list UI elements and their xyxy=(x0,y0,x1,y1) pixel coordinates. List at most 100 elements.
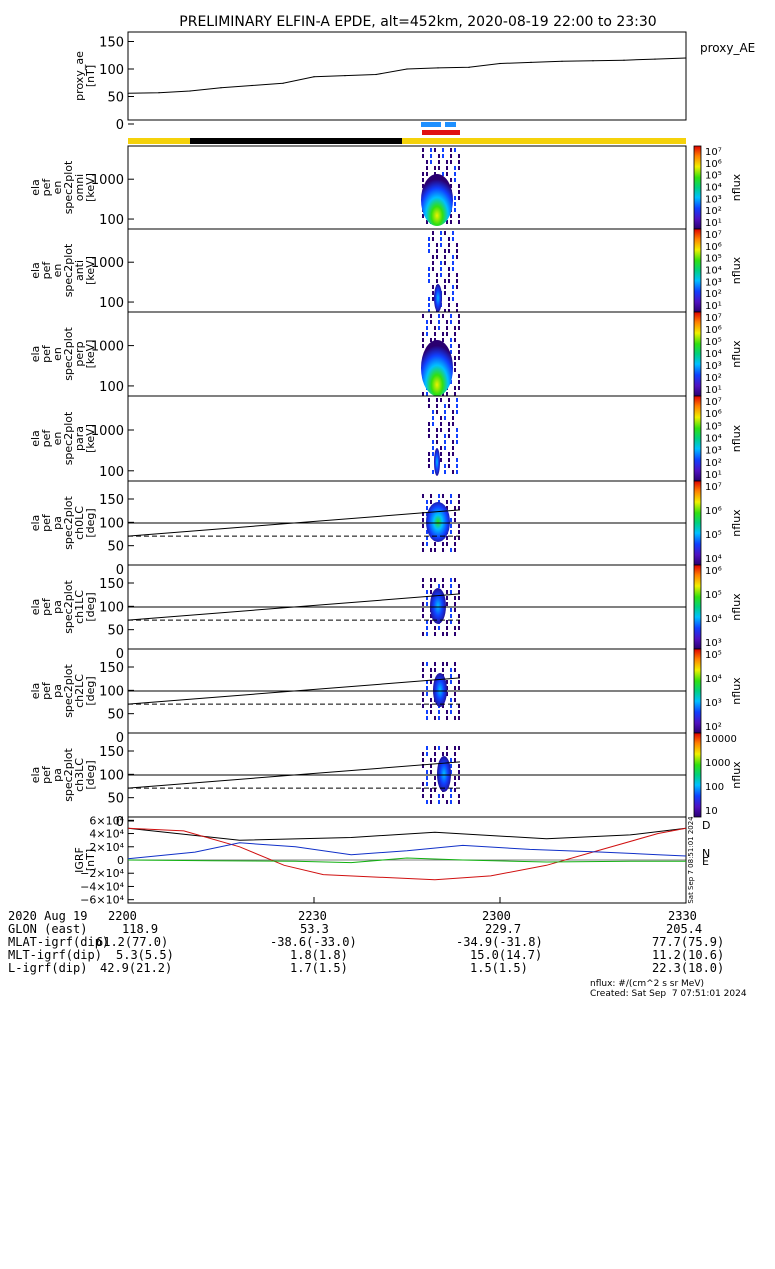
panel-ch0-colorbar-tick-3: 10⁴ xyxy=(705,554,722,565)
panel-para-colorbar-tick-0: 10⁷ xyxy=(705,397,722,408)
panel-ch3-speckle xyxy=(434,782,436,786)
panel-omni-speckle xyxy=(458,196,460,200)
panel-ch1-spectrogram xyxy=(422,578,460,636)
footer-row3-v1: 1.8(1.8) xyxy=(290,948,348,962)
footer-row1-v2: 229.7 xyxy=(485,922,522,936)
panel-omni-speckle xyxy=(422,178,424,182)
ylabel-omni-line-1: pef xyxy=(40,178,53,197)
panel-ch2-speckle xyxy=(446,686,448,690)
igrf-stamp: Sat Sep 7 08:51:01 2024 xyxy=(687,816,695,904)
panel-ch0-speckle xyxy=(446,500,448,504)
panel-ch0-speckle xyxy=(430,500,432,504)
panel-omni-speckle xyxy=(422,154,424,158)
panel-ch0-speckle xyxy=(422,542,424,546)
panel-ch3-ytick-label-2: 50 xyxy=(107,792,124,807)
panel-ch1-speckle xyxy=(450,584,452,588)
panel-omni-speckle xyxy=(422,148,424,152)
panel-ch2-speckle xyxy=(454,662,456,666)
panel-ch1-colorbar-tick-1: 10⁵ xyxy=(705,590,722,601)
panel-ch3-speckle xyxy=(454,782,456,786)
panel-perp-speckle xyxy=(454,386,456,390)
panel-perp-colorbar-strip xyxy=(693,311,702,397)
ylabel-perp-line-5: [keV] xyxy=(84,340,97,369)
panel-ch3-speckle xyxy=(430,770,432,774)
panel-anti-colorbar-tick-4: 10³ xyxy=(705,277,722,288)
panel-ch3-colorbar-strip xyxy=(693,732,702,818)
panel-omni-speckle xyxy=(434,172,436,176)
panel-omni-speckle xyxy=(438,154,440,158)
panel-ch0-speckle xyxy=(426,500,428,504)
panel-para-speckle xyxy=(436,428,438,432)
footer-row3-v2: 15.0(14.7) xyxy=(470,948,543,962)
panel-ch0-ytick-label-1: 100 xyxy=(99,516,124,531)
panel-ch2-speckle xyxy=(446,710,448,714)
panel-ch0-speckle xyxy=(454,536,456,540)
panel-ch3-colorbar-label: nflux xyxy=(730,761,743,789)
panel-ch1-speckle xyxy=(426,602,428,606)
panel-ch0-speckle xyxy=(438,494,440,498)
panel-ch2-speckle xyxy=(426,716,428,720)
panel-anti-speckle xyxy=(436,273,438,277)
panel-omni-speckle xyxy=(458,160,460,164)
ae-point-8 xyxy=(375,73,377,76)
panel-perp-speckle xyxy=(422,344,424,348)
panel-perp-speckle xyxy=(450,350,452,354)
panel-ch1-speckle xyxy=(430,620,432,624)
panel-anti-speckle xyxy=(444,231,446,235)
panel-ch1-speckle xyxy=(434,578,436,582)
panel-anti-speckle xyxy=(456,255,458,259)
panel-ch3-speckle xyxy=(422,782,424,786)
panel-ch0: 150 100 50 0 10⁷ 10⁶ 10⁵ 10⁴ nflux xyxy=(99,480,743,578)
igrf-ytick-label-0: 6×10⁴ xyxy=(89,814,124,827)
ae-ytick-label-2: 50 xyxy=(107,91,124,106)
panel-anti-speckle xyxy=(448,279,450,283)
ylabel-ch3-line-4: ch3LC xyxy=(73,758,86,792)
panel-anti-speckle xyxy=(432,267,434,271)
ylabel-ch3-line-1: pef xyxy=(40,765,53,784)
panel-omni-speckle xyxy=(454,148,456,152)
panel-ch0-ytick-label-3: 0 xyxy=(116,563,124,578)
panel-ch3-speckle xyxy=(458,800,460,804)
panel-ch3-loss-cone-line xyxy=(127,761,461,789)
panel-omni-bg xyxy=(128,146,686,229)
panel-ch3-speckle xyxy=(446,746,448,750)
panel-ch2-colorbar-tick-0: 10⁵ xyxy=(705,650,722,661)
ylabel-perp-line-0: ela xyxy=(29,346,42,363)
footer-row4-v2: 1.5(1.5) xyxy=(470,961,528,975)
ylabel-anti-line-2: en xyxy=(51,264,64,278)
panel-anti-speckle xyxy=(456,249,458,253)
panel-ch1-colorbar-tick-0: 10⁶ xyxy=(705,566,722,577)
panel-ch3-speckle xyxy=(422,764,424,768)
panel-ch3-speckle xyxy=(434,776,436,780)
panel-ch1-ytick-label-0: 150 xyxy=(99,577,124,592)
panel-anti-speckle xyxy=(456,309,458,313)
panel-anti-speckle xyxy=(448,243,450,247)
footer-row0-label: 2020 Aug 19 xyxy=(8,909,88,923)
panel-para-speckle xyxy=(432,416,434,420)
panel-perp-speckle xyxy=(450,320,452,324)
ylabel-proxy-ae-line-1: [nT] xyxy=(84,65,97,87)
panel-perp-colorbar-tick-5: 10² xyxy=(705,373,722,384)
ae-point-1 xyxy=(158,92,160,94)
panel-ch0-speckle xyxy=(446,542,448,546)
panel-para-speckle xyxy=(452,410,454,414)
ylabel-ch2-line-4: ch2LC xyxy=(73,674,86,708)
ylabel-ch0-line-3: spec2plot xyxy=(62,496,75,550)
panel-ch2: 150 100 50 0 10⁵ 10⁴ 10³ 10² nflux xyxy=(99,648,743,746)
panel-ch1-speckle xyxy=(426,620,428,624)
panel-omni-speckle xyxy=(442,148,444,152)
panel-ch0-speckle xyxy=(450,500,452,504)
panel-para-speckle xyxy=(448,404,450,408)
panel-ch1-speckle xyxy=(458,596,460,600)
panel-perp-speckle xyxy=(426,326,428,330)
panel-ch2-speckle xyxy=(450,710,452,714)
panel-omni-speckle xyxy=(426,220,428,224)
panel-proxy-ae-frame xyxy=(127,31,687,121)
panel-para-speckle xyxy=(448,452,450,456)
panel-ch3-speckle xyxy=(426,800,428,804)
panel-anti-speckle xyxy=(452,285,454,289)
ae-point-12 xyxy=(499,62,501,65)
igrf-total-curve xyxy=(127,827,687,841)
panel-ch1-speckle xyxy=(422,608,424,612)
